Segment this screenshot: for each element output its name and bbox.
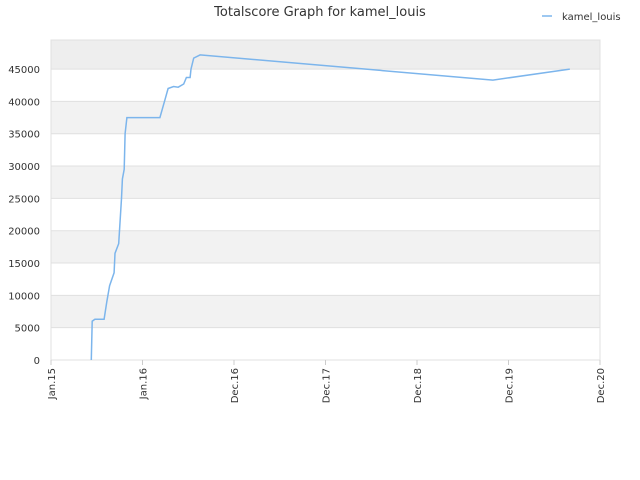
y-tick-label: 15000 [8,259,40,270]
x-tick-label: Dec.17 [322,368,333,403]
y-tick-label: 30000 [8,162,40,173]
legend-label: kamel_louis [562,12,621,23]
plot-band [51,230,600,264]
x-tick-label: Dec.16 [230,368,241,403]
x-tick-label: Jan.16 [139,368,150,400]
plot-band [51,40,600,70]
y-tick-label: 5000 [15,324,40,335]
y-tick-label: 0 [34,356,40,367]
plot-band [51,166,600,199]
x-tick-label: Dec.18 [413,368,424,403]
chart-title: Totalscore Graph for kamel_louis [213,5,426,20]
plot-band [51,295,600,328]
y-tick-label: 35000 [8,130,40,141]
y-tick-label: 20000 [8,227,40,238]
y-tick-label: 45000 [8,65,40,76]
y-tick-label: 10000 [8,291,40,302]
y-tick-label: 40000 [8,97,40,108]
line-series [90,54,570,361]
y-tick-label: 25000 [8,194,40,205]
x-tick-label: Dec.19 [505,368,516,403]
x-tick-label: Dec.20 [596,368,607,403]
x-tick-label: Jan.15 [47,368,58,400]
